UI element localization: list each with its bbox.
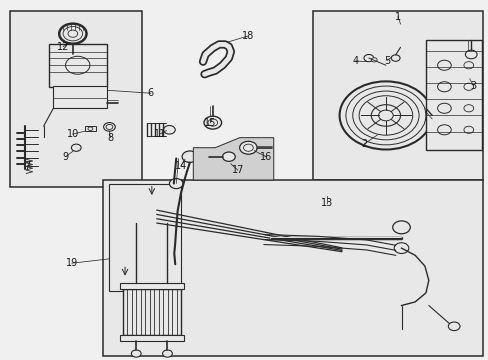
Bar — [53, 86, 107, 108]
Text: 8: 8 — [107, 133, 113, 143]
Circle shape — [162, 350, 172, 357]
Bar — [425, 40, 482, 149]
Circle shape — [182, 151, 197, 162]
Text: 3: 3 — [469, 81, 476, 91]
Bar — [120, 283, 183, 289]
Circle shape — [437, 125, 450, 135]
Circle shape — [363, 54, 373, 62]
Text: 4: 4 — [352, 56, 358, 66]
Circle shape — [65, 56, 90, 74]
Bar — [103, 180, 483, 356]
Text: 13: 13 — [321, 198, 333, 208]
Text: 5: 5 — [383, 55, 389, 66]
Text: 17: 17 — [231, 165, 244, 175]
Circle shape — [390, 55, 399, 61]
Text: 15: 15 — [204, 118, 216, 128]
Circle shape — [71, 144, 81, 151]
Circle shape — [59, 24, 86, 44]
Bar — [84, 126, 96, 131]
Text: 9: 9 — [62, 152, 68, 162]
Circle shape — [437, 60, 450, 70]
Text: 1: 1 — [394, 12, 400, 22]
Circle shape — [103, 123, 115, 131]
Circle shape — [392, 221, 409, 234]
Circle shape — [465, 50, 476, 59]
Circle shape — [447, 322, 459, 330]
Circle shape — [393, 243, 408, 253]
Polygon shape — [193, 138, 273, 180]
Circle shape — [437, 103, 450, 113]
Text: 11: 11 — [153, 129, 165, 139]
Text: 19: 19 — [65, 258, 78, 268]
Circle shape — [437, 82, 450, 92]
Circle shape — [203, 116, 221, 129]
Circle shape — [131, 350, 141, 357]
Circle shape — [463, 83, 473, 90]
Circle shape — [163, 126, 175, 134]
Text: 16: 16 — [259, 152, 271, 162]
Bar — [122, 289, 181, 335]
Bar — [120, 335, 183, 341]
Text: 10: 10 — [66, 129, 79, 139]
Circle shape — [339, 81, 431, 149]
Bar — [312, 12, 483, 180]
Text: 6: 6 — [147, 88, 154, 98]
Polygon shape — [181, 209, 483, 356]
Text: 18: 18 — [242, 31, 254, 41]
Bar — [109, 184, 181, 291]
Bar — [49, 44, 107, 87]
Circle shape — [463, 62, 473, 69]
Circle shape — [370, 58, 376, 62]
Circle shape — [169, 179, 183, 189]
Circle shape — [463, 105, 473, 112]
Circle shape — [239, 141, 257, 154]
Circle shape — [463, 126, 473, 134]
Text: 14: 14 — [175, 161, 187, 171]
Circle shape — [222, 152, 235, 161]
Text: 2: 2 — [360, 139, 366, 149]
Bar — [10, 12, 142, 187]
Text: 12: 12 — [57, 42, 69, 51]
Text: 7: 7 — [24, 161, 30, 171]
